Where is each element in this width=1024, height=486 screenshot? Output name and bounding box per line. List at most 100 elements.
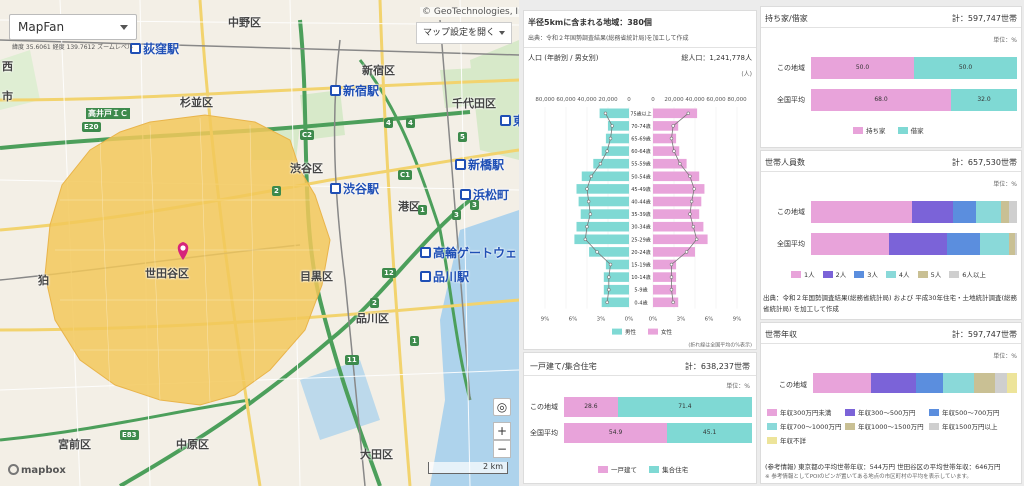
- route-badge: E83: [120, 430, 139, 440]
- legend-item: 年収1500万円以上: [929, 421, 998, 431]
- bar-segment: 50.0: [914, 57, 1017, 79]
- mapbox-logo[interactable]: mapbox: [8, 464, 66, 476]
- bar-segment: [1007, 373, 1017, 393]
- legend-item: 5人: [917, 269, 941, 279]
- population-title: 人口 (年齢別 / 男女別): [528, 54, 599, 62]
- station-icon: [460, 189, 471, 200]
- station-label[interactable]: 高輪ゲートウェ: [420, 244, 517, 261]
- bar-segment: [946, 233, 980, 255]
- female-bar: [653, 184, 705, 194]
- map-label: 新宿区: [362, 64, 395, 77]
- average-line-male: [584, 113, 613, 303]
- route-badge: 1: [410, 336, 419, 346]
- station-label[interactable]: 新宿駅: [330, 82, 379, 99]
- route-badge: 11: [345, 355, 359, 365]
- zoom-out-button[interactable]: −: [493, 440, 511, 458]
- average-point: [669, 288, 674, 292]
- average-point: [686, 111, 690, 115]
- bar-segment: [911, 201, 954, 223]
- age-label: 35-39歳: [631, 211, 651, 218]
- station-label[interactable]: 東: [500, 112, 519, 129]
- male-bar: [574, 234, 629, 245]
- income-total: 計：597,747世帯: [951, 330, 1017, 339]
- map-settings-button[interactable]: マップ設定を開く: [416, 22, 512, 44]
- average-point: [583, 237, 588, 242]
- pct-tick-label: 3%: [677, 317, 686, 323]
- map-label: 市: [2, 90, 13, 103]
- station-label[interactable]: 浜松町: [460, 186, 509, 203]
- female-bar: [653, 221, 704, 232]
- income-bar: [813, 373, 1017, 393]
- female-bar: [653, 209, 700, 219]
- household-size-title: 世帯人員数: [765, 158, 805, 167]
- stacked-bar: 68.0 32.0: [811, 89, 1017, 111]
- average-point: [603, 111, 608, 115]
- age-label: 10-14歳: [631, 274, 651, 281]
- male-bar: [608, 121, 629, 131]
- female-bar: [653, 196, 702, 207]
- chevron-down-icon: [499, 31, 505, 35]
- row-label: この地域: [779, 381, 807, 389]
- bar-segment: [811, 201, 912, 223]
- route-badge: C2: [300, 130, 315, 140]
- map-label: 目黒区: [300, 270, 333, 283]
- route-badge: 2: [370, 298, 379, 308]
- female-bar: [653, 158, 687, 169]
- female-bar: [653, 297, 679, 308]
- legend-swatch: [598, 466, 608, 473]
- housing-total: 計：638,237世帯: [684, 362, 750, 371]
- legend-swatch: [929, 409, 939, 416]
- bar-segment: [975, 201, 1001, 223]
- axis-tick-label: 80,000: [535, 97, 555, 103]
- map-view[interactable]: 中野区 杉並区 新宿区 千代田区 渋谷区 港区 品川区 目黒区 世田谷区 大田区…: [0, 0, 519, 486]
- row-label: 全国平均: [777, 96, 805, 104]
- row-label: この地域: [777, 208, 805, 216]
- row-label: この地域: [777, 64, 805, 72]
- station-label[interactable]: 新橋駅: [455, 156, 504, 173]
- female-bar: [653, 133, 677, 144]
- locate-button[interactable]: ◎: [493, 398, 511, 416]
- average-point: [586, 199, 591, 204]
- axis-tick-label: 40,000: [685, 97, 705, 103]
- station-icon: [130, 43, 141, 54]
- bar-segment: [916, 373, 943, 393]
- stacked-bar: 50.0 50.0: [811, 57, 1017, 79]
- map-style-select[interactable]: MapFan: [9, 14, 137, 40]
- average-point: [672, 149, 676, 153]
- bar-segment: [953, 201, 976, 223]
- stacked-bar: 28.6 71.4: [564, 397, 752, 417]
- legend-swatch: [767, 423, 777, 430]
- female-bar: [653, 234, 708, 245]
- bar-segment: [1008, 201, 1017, 223]
- map-scale-bar: 2 km: [428, 462, 508, 474]
- bar-segment: 54.9: [564, 423, 668, 443]
- station-label[interactable]: 渋谷駅: [330, 180, 379, 197]
- chart-note: (折れ線は全国平均の%表示): [688, 342, 752, 349]
- station-label[interactable]: 荻窪駅: [130, 40, 179, 57]
- route-badge: 4: [384, 118, 393, 128]
- station-label[interactable]: 品川駅: [420, 268, 469, 285]
- income-panel: 世帯年収 計：597,747世帯 単位：% この地域 年収300万円未満 年収30…: [760, 322, 1022, 484]
- ownership-unit: 単位：%: [993, 37, 1017, 44]
- bar-segment: 50.0: [811, 57, 914, 79]
- average-point: [688, 174, 692, 179]
- legend-swatch: [917, 271, 928, 278]
- legend-swatch: [929, 423, 939, 430]
- household-size-source: 出典：令和２年国勢調査結果(総務省統計局) および 平成30年住宅・土地統計調査…: [763, 294, 1018, 313]
- legend-swatch: [897, 127, 908, 134]
- station-icon: [420, 271, 431, 282]
- average-point: [608, 136, 613, 141]
- legend-swatch: [885, 271, 896, 278]
- legend-item: 年収500～700万円: [929, 407, 999, 417]
- legend-swatch: [853, 127, 863, 134]
- axis-tick-label: 60,000: [556, 97, 576, 103]
- legend-swatch: [767, 437, 777, 444]
- female-bar: [653, 171, 700, 182]
- average-point: [671, 300, 675, 305]
- average-line-female: [671, 112, 698, 303]
- row-label: 全国平均: [530, 429, 558, 437]
- axis-tick-label: 20,000: [664, 97, 684, 103]
- zoom-in-button[interactable]: +: [493, 422, 511, 440]
- female-bar: [653, 272, 677, 282]
- map-label: 千代田区: [452, 97, 496, 110]
